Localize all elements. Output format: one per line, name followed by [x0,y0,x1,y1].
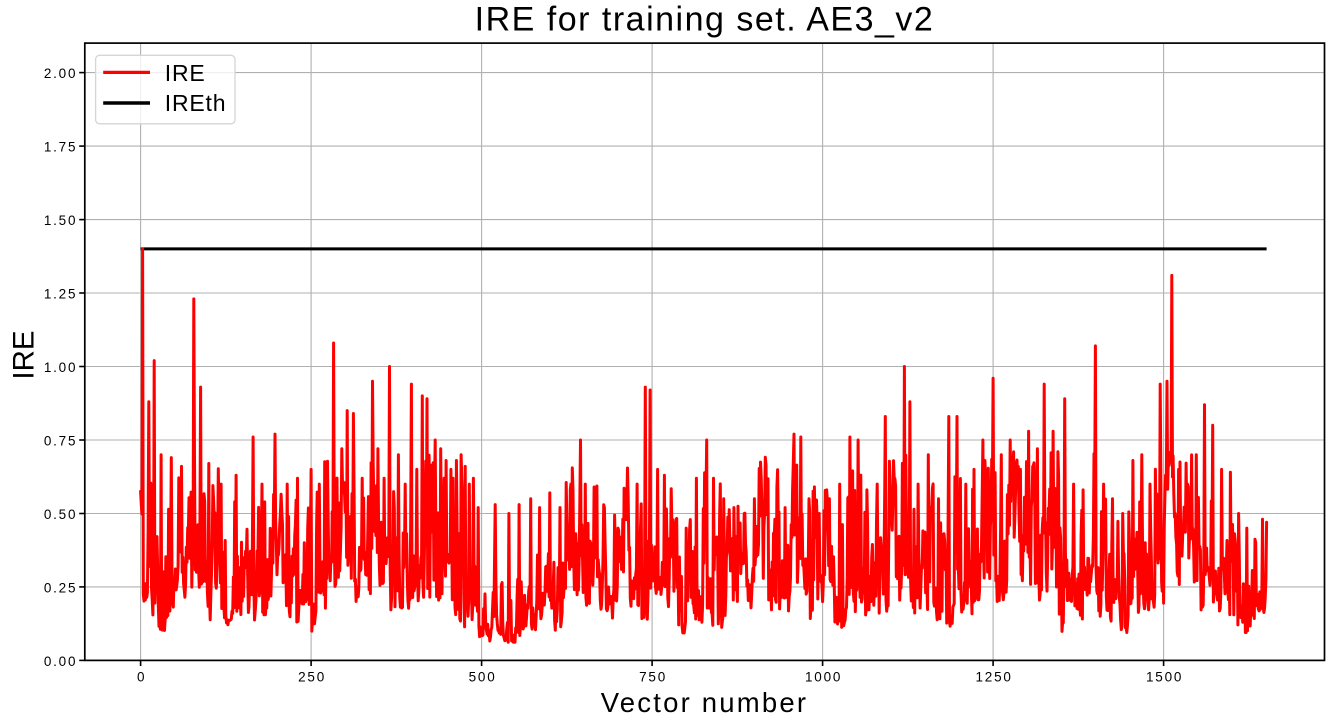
svg-text:1250: 1250 [975,670,1012,685]
svg-text:IREth: IREth [165,90,227,116]
svg-text:1000: 1000 [805,670,842,685]
svg-text:250: 250 [298,670,326,685]
svg-text:750: 750 [639,670,667,685]
svg-text:0.50: 0.50 [44,507,77,522]
svg-text:IRE: IRE [8,330,41,379]
svg-text:500: 500 [469,670,497,685]
svg-text:0: 0 [137,670,146,685]
svg-text:0.75: 0.75 [44,433,77,448]
svg-text:1500: 1500 [1146,670,1183,685]
svg-text:1.00: 1.00 [44,360,77,375]
svg-text:IRE: IRE [165,60,206,86]
svg-text:Vector number: Vector number [601,687,808,718]
svg-text:0.00: 0.00 [44,654,77,669]
svg-text:0.25: 0.25 [44,580,77,595]
svg-text:1.75: 1.75 [44,140,77,155]
svg-text:1.25: 1.25 [44,286,77,301]
svg-text:IRE for training set. AE3_v2: IRE for training set. AE3_v2 [475,1,935,39]
svg-text:2.00: 2.00 [44,66,77,81]
svg-text:1.50: 1.50 [44,213,77,228]
